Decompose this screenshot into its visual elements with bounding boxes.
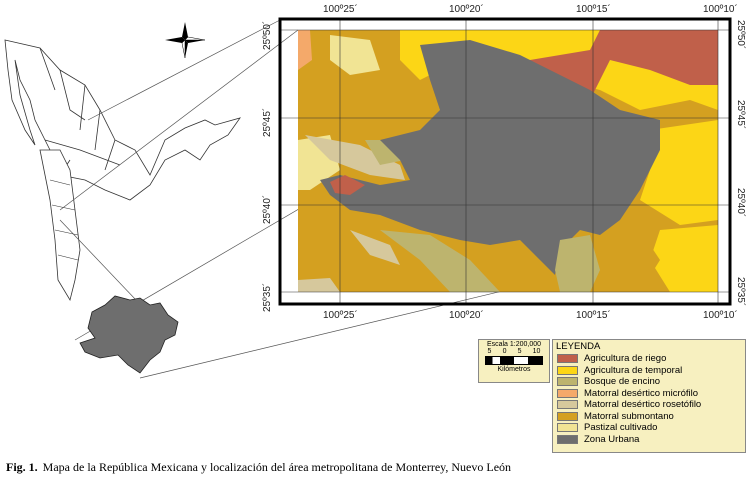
caption-number: Fig. 1.	[6, 460, 38, 474]
legend: LEYENDA Agricultura de riego Agricultura…	[552, 339, 746, 453]
lon-label-top: 100º10´	[703, 4, 738, 15]
legend-item: Zona Urbana	[553, 434, 745, 446]
caption-text: Mapa de la República Mexicana y localiza…	[42, 460, 512, 474]
scale-bar: Escala 1:200,000 5 0 5 10 Kilómetros	[478, 339, 550, 383]
scale-tick: 10	[532, 348, 541, 355]
scale-tick: 5	[487, 348, 492, 355]
legend-item: Bosque de encino	[553, 376, 745, 388]
scale-tick: 5	[517, 348, 522, 355]
legend-item: Matorral submontano	[553, 411, 745, 423]
lon-label-bottom: 100º25´	[323, 310, 358, 321]
map-frame	[278, 17, 732, 306]
legend-item: Pastizal cultivado	[553, 422, 745, 434]
lon-label-top: 100º15´	[576, 4, 611, 15]
scale-bar-graphic	[485, 356, 543, 365]
lon-label-bottom: 100º10´	[703, 310, 738, 321]
lat-label-right: 25º40´	[735, 188, 746, 218]
figure-caption: Fig. 1. Mapa de la República Mexicana y l…	[6, 460, 511, 475]
monterrey-inset	[79, 295, 179, 374]
mexico-outline	[4, 39, 241, 201]
graticule	[279, 18, 731, 305]
scale-tick: 0	[502, 348, 507, 355]
legend-item: Matorral desértico rosetófilo	[553, 399, 745, 411]
lon-label-bottom: 100º15´	[576, 310, 611, 321]
lat-label-right: 25º35´	[735, 277, 746, 307]
compass-rose-icon	[165, 22, 206, 59]
land-use-map	[298, 30, 718, 292]
lat-label-left: 25º35´	[262, 282, 273, 312]
scale-unit: Kilómetros	[497, 366, 531, 373]
legend-title: LEYENDA	[556, 341, 601, 352]
lat-label-left: 25º50´	[262, 20, 273, 50]
legend-item: Agricultura de riego	[553, 353, 745, 365]
lat-label-right: 25º45´	[735, 100, 746, 130]
lat-label-left: 25º40´	[262, 194, 273, 224]
scale-title: Escala 1:200,000	[486, 341, 542, 348]
lon-label-top: 100º25´	[323, 4, 358, 15]
lon-label-bottom: 100º20´	[449, 310, 484, 321]
lon-label-top: 100º20´	[449, 4, 484, 15]
zona-urbana-area	[320, 40, 660, 275]
lat-label-left: 25º45´	[262, 107, 273, 137]
nuevo-leon-outline	[39, 149, 81, 302]
lat-label-right: 25º50´	[735, 20, 746, 50]
legend-item: Agricultura de temporal	[553, 365, 745, 377]
legend-item: Matorral desértico micrófilo	[553, 388, 745, 400]
